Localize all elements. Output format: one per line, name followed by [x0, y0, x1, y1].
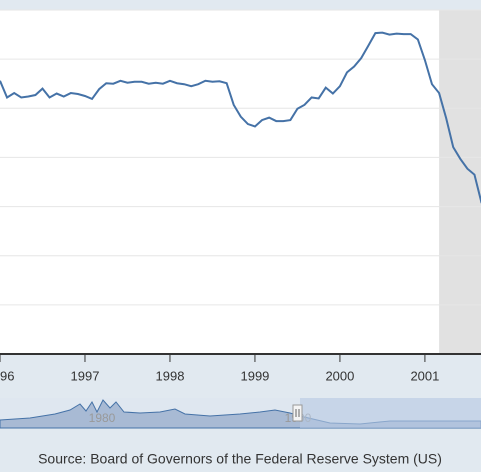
navigator[interactable]: 19801990 — [0, 398, 481, 429]
navigator-selection[interactable] — [300, 398, 481, 428]
series-line — [0, 31, 481, 204]
x-tick-label: 2000 — [325, 368, 354, 383]
x-tick-label: 2001 — [410, 368, 439, 383]
recession-band — [439, 10, 481, 354]
navigator-handle[interactable] — [292, 404, 303, 422]
navigator-label: 1980 — [89, 411, 116, 425]
x-tick-label: 1997 — [71, 368, 100, 383]
x-tick-label: 96 — [0, 368, 14, 383]
x-tick-label: 1998 — [156, 368, 185, 383]
x-tick-label: 1999 — [240, 368, 269, 383]
plot-area — [0, 10, 481, 354]
plot: 96 1997 1998 1999 2000 2001 — [0, 9, 481, 383]
source-note: Source: Board of Governors of the Federa… — [38, 451, 442, 467]
